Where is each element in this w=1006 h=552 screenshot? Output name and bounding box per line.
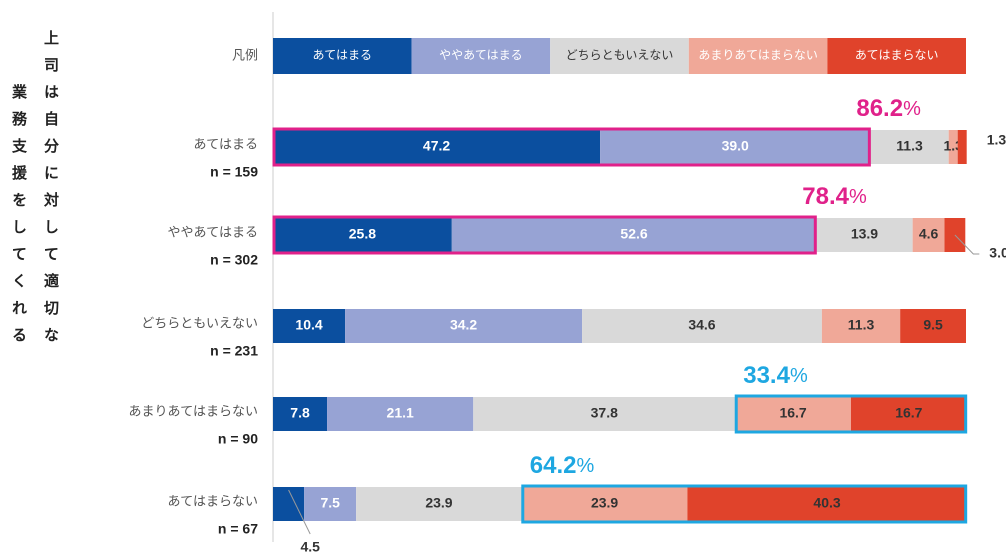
value-label: 10.4 xyxy=(295,317,322,333)
value-label: 9.5 xyxy=(923,317,943,333)
value-label: 13.9 xyxy=(851,226,878,242)
highlight-unit: % xyxy=(790,365,808,387)
bar-segment xyxy=(273,309,346,343)
legend-text: ややあてはまる xyxy=(439,48,523,62)
highlight-box xyxy=(272,215,817,255)
legend-swatch xyxy=(273,38,412,74)
value-label: 37.8 xyxy=(591,405,618,421)
legend-swatch xyxy=(688,38,828,74)
value-label: 25.8 xyxy=(349,226,376,242)
highlight-label: 33.4% xyxy=(743,362,808,389)
bar-segment xyxy=(345,309,583,343)
highlight-value: 33.4 xyxy=(743,362,790,389)
bar-segment xyxy=(451,218,817,252)
legend-text: あてはまらない xyxy=(855,48,939,62)
bar-segment xyxy=(816,218,913,252)
y-label: 上司は自分に対して適切な xyxy=(42,30,60,354)
value-label: 21.1 xyxy=(387,405,414,421)
bar-segment xyxy=(273,487,305,521)
highlight-value: 64.2 xyxy=(530,452,577,479)
highlight-label: 86.2% xyxy=(856,95,921,122)
bar-segment xyxy=(687,487,967,521)
n-label: n = 67 xyxy=(218,521,258,537)
n-label: n = 302 xyxy=(210,252,258,268)
bar-segment xyxy=(600,130,871,164)
value-label: 47.2 xyxy=(423,138,450,154)
n-label: n = 90 xyxy=(218,431,258,447)
highlight-box xyxy=(521,484,968,524)
value-label: 4.6 xyxy=(919,226,939,242)
bar-segment xyxy=(473,397,736,431)
bar-segment xyxy=(327,397,474,431)
bar-segment xyxy=(273,218,452,252)
bar-segment xyxy=(948,130,958,164)
bar-segment xyxy=(912,218,945,252)
bar-segment xyxy=(521,487,688,521)
value-label: 52.6 xyxy=(620,226,647,242)
bar-segment xyxy=(304,487,357,521)
category-label: どちらともいえない xyxy=(141,315,258,330)
bar-segment xyxy=(273,130,601,164)
y-label: 業務支援をしてくれる xyxy=(10,83,28,354)
category-label: あまりあてはまらない xyxy=(129,403,258,418)
value-label: 16.7 xyxy=(779,405,806,421)
bar-segment xyxy=(957,130,967,164)
leader-line xyxy=(954,234,980,255)
legend-text: あまりあてはまらない xyxy=(698,48,818,62)
value-label: 11.3 xyxy=(848,317,875,333)
legend-swatch xyxy=(411,38,551,74)
value-label: 34.6 xyxy=(688,317,715,333)
highlight-unit: % xyxy=(849,186,867,208)
highlight-box xyxy=(734,394,968,434)
value-label: 23.9 xyxy=(425,495,452,511)
legend-swatch xyxy=(550,38,689,74)
bar-segment xyxy=(356,487,522,521)
legend-text: どちらともいえない xyxy=(566,48,674,62)
category-label: あてはまる xyxy=(194,136,258,151)
value-label: 16.7 xyxy=(895,405,922,421)
value-label: 3.0 xyxy=(989,245,1006,261)
value-label: 39.0 xyxy=(722,138,749,154)
highlight-label: 64.2% xyxy=(530,452,595,479)
value-label: 23.9 xyxy=(591,495,618,511)
bar-segment xyxy=(821,309,901,343)
highlight-value: 86.2 xyxy=(856,95,903,122)
bar-segment xyxy=(870,130,949,164)
bar-segment xyxy=(735,397,851,431)
value-label: 11.3 xyxy=(896,138,923,154)
highlight-box xyxy=(272,127,871,167)
bar-segment xyxy=(582,309,822,343)
highlight-value: 78.4 xyxy=(802,183,849,210)
legend-label: 凡例 xyxy=(232,47,258,62)
highlight-unit: % xyxy=(903,98,921,120)
value-label: 1.3 xyxy=(987,132,1006,148)
value-label: 7.8 xyxy=(290,405,310,421)
bar-segment xyxy=(273,397,328,431)
value-label: 7.5 xyxy=(320,495,340,511)
bar-segment xyxy=(850,397,967,431)
highlight-label: 78.4% xyxy=(802,183,867,210)
value-label: 40.3 xyxy=(813,495,840,511)
legend-swatch xyxy=(827,38,966,74)
bar-segment xyxy=(900,309,966,343)
value-label: 34.2 xyxy=(450,317,477,333)
value-label: 4.5 xyxy=(300,539,320,552)
n-label: n = 159 xyxy=(210,164,258,180)
leader-line xyxy=(288,489,311,535)
category-label: あてはまらない xyxy=(168,493,258,508)
legend-text: あてはまる xyxy=(313,48,373,62)
n-label: n = 231 xyxy=(210,343,258,359)
category-label: ややあてはまる xyxy=(168,224,258,239)
highlight-unit: % xyxy=(577,455,595,477)
